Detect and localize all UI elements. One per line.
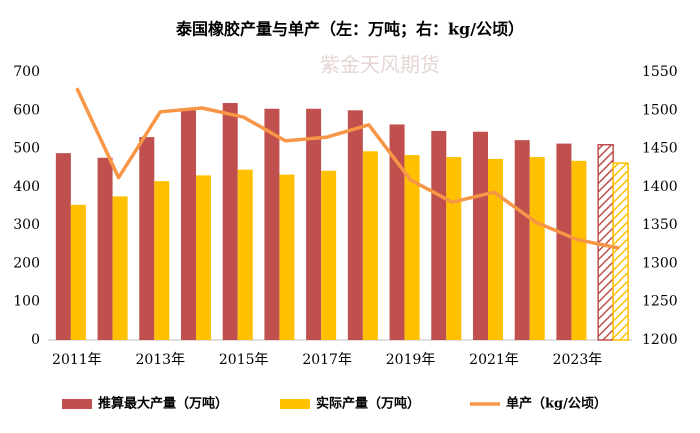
bar: [306, 108, 322, 340]
bar: [222, 103, 238, 340]
bar: [154, 181, 170, 340]
bar: [264, 108, 280, 340]
y-tick-label: 400: [13, 179, 40, 195]
chart-title: 泰国橡胶产量与单产（左：万吨；右：kg/公顷）: [175, 20, 524, 39]
y-tick-label: 200: [13, 255, 40, 271]
line: [75, 87, 620, 250]
bar: [556, 143, 572, 340]
y2-tick-label: 1450: [642, 141, 678, 157]
bar: [55, 153, 71, 340]
bar: [112, 196, 128, 340]
y2-tick-label: 1550: [642, 64, 678, 80]
x-tick-label: 2013年: [135, 352, 185, 368]
y2-tick-label: 1250: [642, 294, 678, 310]
legend-swatch: [280, 399, 310, 409]
bar: [70, 204, 86, 340]
bar: [389, 124, 405, 340]
bar: [196, 175, 212, 340]
y2-tick-label: 1400: [642, 179, 678, 195]
y2-tick-label: 1300: [642, 255, 678, 271]
y2-tick-label: 1350: [642, 217, 678, 233]
x-tick-label: 2015年: [219, 352, 269, 368]
bar: [180, 110, 196, 341]
x-tick-label: 2019年: [386, 352, 436, 368]
bar: [571, 160, 587, 340]
bar: [446, 156, 462, 340]
bar: [529, 156, 545, 340]
y-tick-label: 500: [13, 141, 40, 157]
x-tick-label: 2023年: [553, 352, 603, 368]
bar: [612, 162, 629, 341]
bar: [404, 155, 420, 340]
bar: [237, 169, 253, 340]
bar: [321, 170, 337, 340]
watermark: 紫金天风期货: [320, 53, 440, 77]
x-tick-label: 2011年: [52, 352, 102, 368]
x-tick-label: 2017年: [302, 352, 352, 368]
bar: [472, 131, 488, 340]
legend-swatch: [62, 399, 92, 409]
y2-tick-label: 1500: [642, 102, 678, 118]
bar: [97, 157, 113, 340]
bar: [347, 110, 363, 341]
legend-label: 实际产量（万吨）: [316, 396, 420, 412]
y-tick-label: 300: [13, 217, 40, 233]
legend-label: 单产（kg/公顷）: [506, 396, 607, 412]
y-tick-label: 0: [31, 332, 40, 348]
y-tick-label: 600: [13, 102, 40, 118]
bar: [362, 151, 378, 340]
legend-label: 推算最大产量（万吨）: [98, 396, 228, 412]
bar: [279, 174, 295, 340]
y-tick-label: 700: [13, 64, 40, 80]
y2-tick-label: 1200: [642, 332, 678, 348]
bar: [597, 143, 614, 341]
x-tick-label: 2021年: [469, 352, 519, 368]
y-tick-label: 100: [13, 294, 40, 310]
bar: [139, 137, 155, 340]
bar: [514, 140, 530, 340]
bar: [488, 158, 504, 340]
bar: [431, 130, 447, 340]
